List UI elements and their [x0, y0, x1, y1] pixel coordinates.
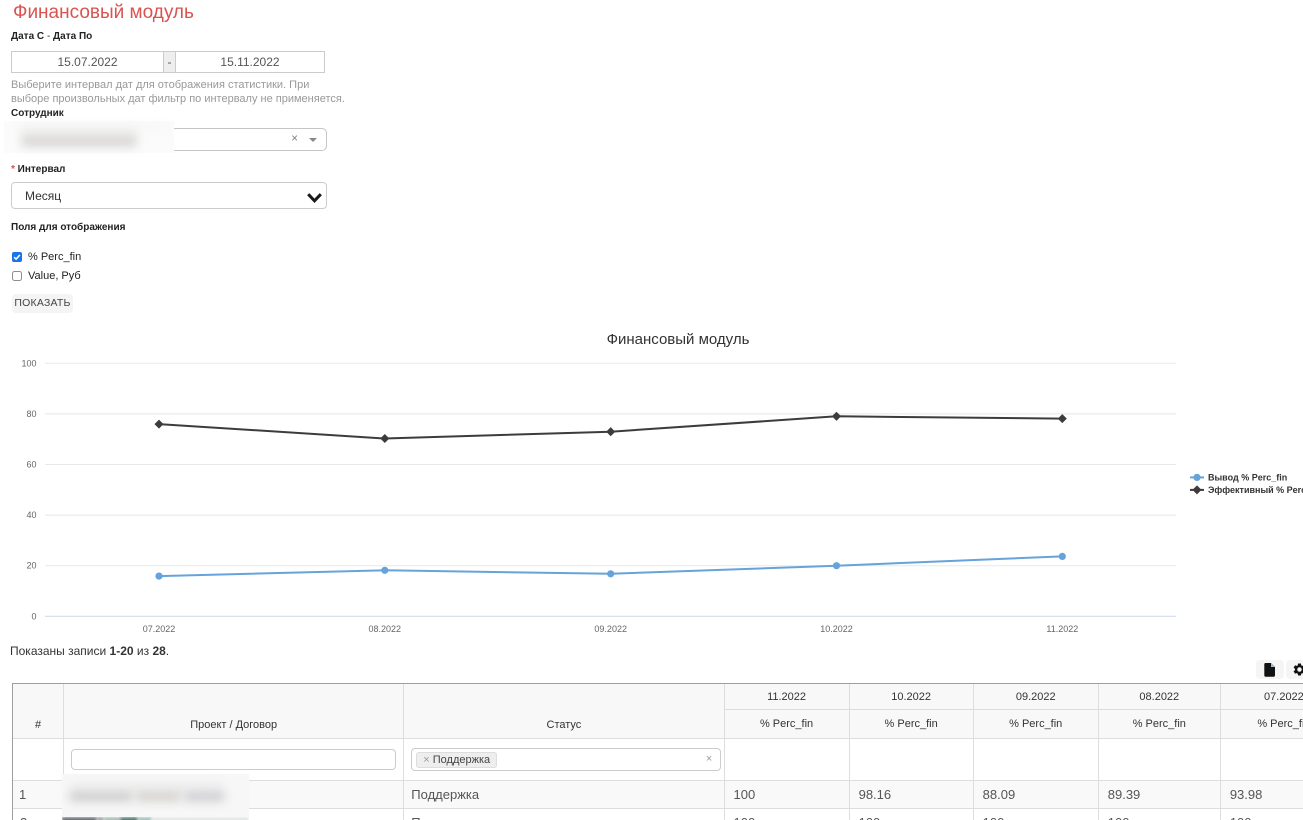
svg-text:Эффективный % Perc_fin: Эффективный % Perc_fin — [1208, 485, 1303, 495]
svg-text:Финансовый модуль: Финансовый модуль — [607, 331, 750, 348]
svg-text:11.2022: 11.2022 — [1046, 624, 1078, 634]
svg-text:09.2022: 09.2022 — [594, 624, 627, 634]
svg-text:20: 20 — [26, 561, 36, 571]
svg-text:0: 0 — [31, 611, 36, 621]
svg-text:100: 100 — [21, 358, 36, 368]
svg-text:60: 60 — [26, 460, 36, 470]
svg-text:10.2022: 10.2022 — [820, 624, 853, 634]
svg-text:80: 80 — [26, 409, 36, 419]
svg-text:07.2022: 07.2022 — [143, 624, 176, 634]
svg-text:08.2022: 08.2022 — [369, 624, 402, 634]
svg-text:40: 40 — [26, 510, 36, 520]
svg-text:Вывод % Perc_fin: Вывод % Perc_fin — [1208, 473, 1287, 483]
